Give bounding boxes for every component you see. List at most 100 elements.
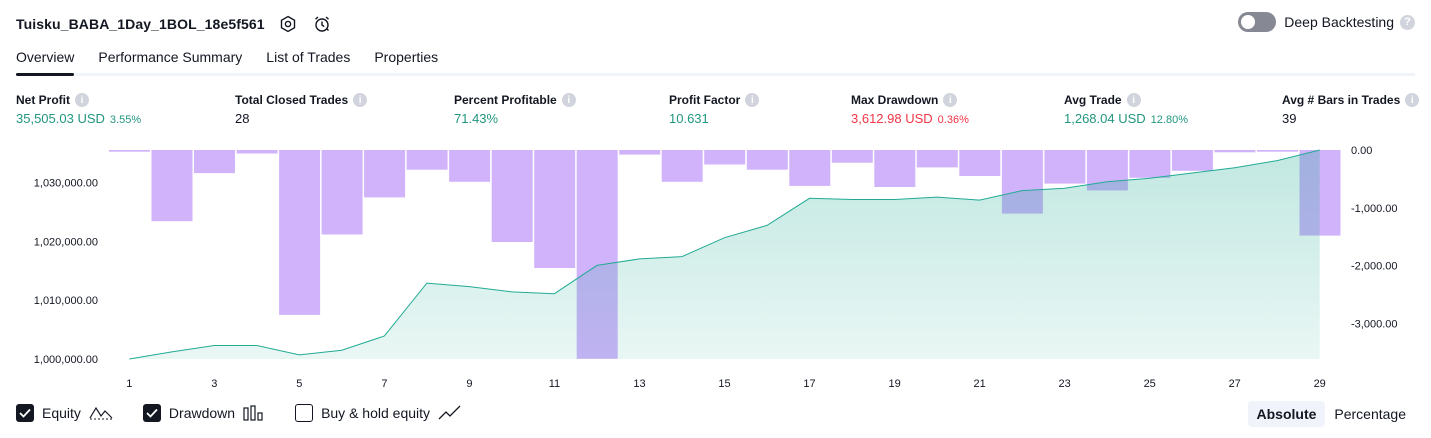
drawdown-bar: [194, 150, 235, 174]
drawdown-bar: [364, 150, 406, 198]
x-axis-tick-label: 17: [803, 378, 815, 390]
drawdown-bar: [789, 150, 831, 186]
metric-label: Profit Factor: [669, 93, 741, 107]
equity-drawdown-chart[interactable]: 1,000,000.00 1,010,000.00 1,020,000.00 1,03…: [0, 140, 1431, 396]
equity-checkbox[interactable]: [16, 404, 34, 422]
metric-value: 1,268.04 USD: [1064, 111, 1146, 126]
drawdown-bar: [619, 150, 661, 155]
x-axis-tick-label: 23: [1058, 378, 1070, 390]
info-icon[interactable]: i: [1405, 93, 1420, 107]
x-axis-tick-label: 7: [381, 378, 387, 390]
x-axis-tick-label: 13: [633, 378, 645, 390]
info-icon[interactable]: i: [943, 93, 958, 107]
tab-overview[interactable]: Overview: [16, 46, 75, 76]
drawdown-bar: [109, 150, 150, 152]
alarm-clock-icon[interactable]: [311, 13, 333, 35]
drawdown-bar: [746, 150, 788, 170]
absolute-mode-button[interactable]: Absolute: [1247, 401, 1326, 427]
x-axis-tick-label: 25: [1144, 378, 1156, 390]
metric-net-profit: Net Profit i 35,505.03 USD 3.55%: [16, 93, 141, 126]
legend-label: Drawdown: [168, 405, 236, 421]
metric-label: Percent Profitable: [454, 93, 557, 107]
left-axis-tick-label: 1,000,000.00: [34, 354, 98, 366]
metric-label: Total Closed Trades: [235, 93, 349, 107]
metric-value: 10.631: [669, 111, 709, 126]
drawdown-bar: [449, 150, 491, 182]
equity-area: [129, 150, 1320, 359]
drawdown-bar: [1257, 150, 1298, 152]
metric-value: 39: [1282, 111, 1297, 126]
drawdown-checkbox[interactable]: [142, 404, 161, 422]
drawdown-bar: [831, 150, 873, 163]
help-icon[interactable]: ?: [1400, 14, 1415, 30]
metric-profit-factor: Profit Factor i 10.631: [669, 93, 760, 126]
legend-drawdown[interactable]: Drawdown: [142, 404, 265, 422]
legend-label: Buy & hold equity: [321, 405, 431, 421]
deep-backtesting-toggle[interactable]: [1238, 12, 1277, 32]
drawdown-bar: [1044, 150, 1086, 184]
metric-total-closed-trades: Total Closed Trades i 28: [235, 93, 368, 126]
metric-sub-value: 3.55%: [109, 114, 142, 126]
x-axis-tick-label: 29: [1314, 378, 1326, 390]
metric-value: 28: [235, 111, 250, 126]
deep-backtesting: Deep Backtesting ?: [1238, 12, 1415, 32]
metric-avg-bars-in-trades: Avg # Bars in Trades i 39: [1282, 93, 1420, 126]
drawdown-bar: [1171, 150, 1213, 171]
x-axis-tick-label: 9: [466, 378, 472, 390]
metric-avg-trade: Avg Trade i 1,268.04 USD 12.80%: [1064, 93, 1188, 126]
legend-buy-hold-equity[interactable]: Buy & hold equity: [295, 404, 462, 422]
legend-equity[interactable]: Equity: [16, 404, 113, 422]
tab-properties[interactable]: Properties: [374, 49, 439, 65]
info-icon[interactable]: i: [745, 93, 760, 107]
percentage-mode-button[interactable]: Percentage: [1334, 406, 1406, 422]
right-axis-tick-label: 0.00: [1351, 145, 1372, 157]
drawdown-bar: [916, 150, 958, 168]
left-axis-tick-label: 1,030,000.00: [34, 177, 98, 189]
metric-value: 3,612.98 USD: [851, 111, 933, 126]
drawdown-bar: [1129, 150, 1171, 178]
metric-sub-value: 0.36%: [937, 114, 969, 126]
gear-icon[interactable]: [277, 13, 299, 35]
right-axis-tick-label: -2,000.00: [1351, 261, 1397, 273]
buy-hold-checkbox[interactable]: [295, 404, 314, 422]
drawdown-bar: [236, 150, 278, 154]
right-axis-tick-label: -1,000.00: [1351, 203, 1397, 215]
x-axis-tick-label: 3: [211, 378, 217, 390]
drawdown-bar: [661, 150, 703, 182]
metric-value: 35,505.03 USD: [16, 111, 105, 126]
info-icon[interactable]: i: [561, 93, 576, 107]
equity-line-icon: [89, 405, 113, 421]
equity-line: [129, 149, 1320, 360]
drawdown-bar: [704, 150, 746, 165]
drawdown-bar: [279, 150, 321, 315]
right-axis-tick-label: -3,000.00: [1351, 319, 1397, 331]
drawdown-bar: [959, 150, 1001, 176]
drawdown-bar: [874, 150, 916, 187]
info-icon[interactable]: i: [75, 93, 89, 107]
x-axis-tick-label: 19: [888, 378, 900, 390]
drawdown-bars-icon: [243, 405, 265, 421]
metric-max-drawdown: Max Drawdown i 3,612.98 USD 0.36%: [851, 93, 969, 126]
x-axis-tick-label: 27: [1229, 378, 1241, 390]
chart-legend: Equity Drawdown Buy & hold equity: [16, 404, 492, 422]
drawdown-bar: [534, 150, 576, 268]
tab-list-of-trades[interactable]: List of Trades: [266, 49, 351, 65]
drawdown-bar: [151, 150, 193, 222]
value-mode-switch: Absolute Percentage: [1247, 401, 1416, 427]
metric-sub-value: 12.80%: [1150, 114, 1188, 126]
metric-percent-profitable: Percent Profitable i 71.43%: [454, 93, 576, 126]
tab-performance-summary[interactable]: Performance Summary: [98, 49, 243, 65]
buy-hold-line-icon: [438, 405, 462, 421]
strategy-title: Tuisku_BABA_1Day_1BOL_18e5f561: [16, 16, 265, 32]
drawdown-bar: [1214, 150, 1256, 153]
metric-label: Avg Trade: [1064, 93, 1122, 107]
deep-backtesting-label: Deep Backtesting: [1284, 14, 1394, 30]
metric-value: 71.43%: [454, 111, 499, 126]
metric-label: Max Drawdown: [851, 93, 939, 107]
info-icon[interactable]: i: [353, 93, 368, 107]
left-axis-tick-label: 1,020,000.00: [34, 236, 98, 248]
info-icon[interactable]: i: [1126, 93, 1141, 107]
metric-label: Net Profit: [16, 93, 70, 107]
left-axis-tick-label: 1,010,000.00: [34, 295, 98, 307]
report-tabs: Overview Performance Summary List of Tra…: [16, 46, 1415, 76]
